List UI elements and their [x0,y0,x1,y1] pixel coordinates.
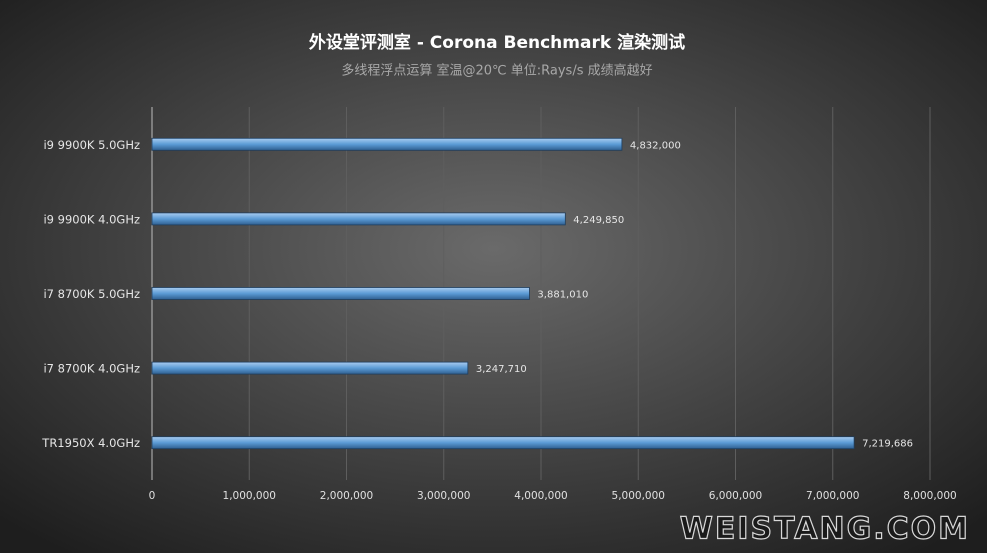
bar [151,436,855,450]
bar [151,137,623,151]
x-tick-label: 2,000,000 [320,490,373,502]
y-tick-label: i9 9900K 5.0GHz [43,138,140,152]
x-tick-label: 6,000,000 [709,490,762,502]
y-tick-label: i7 8700K 4.0GHz [43,362,140,376]
chart-subtitle: 多线程浮点运算 室温@20℃ 单位:Rays/s 成绩高越好 [341,63,652,79]
x-tick-label: 7,000,000 [806,490,859,502]
data-label: 3,247,710 [476,364,527,375]
y-tick-label: TR1950X 4.0GHz [41,436,140,450]
x-tick-label: 1,000,000 [223,490,276,502]
x-tick-label: 5,000,000 [612,490,665,502]
data-label: 4,249,850 [573,215,624,226]
watermark: WEISTANG.COM [680,512,970,547]
x-tick-label: 3,000,000 [417,490,470,502]
bar [151,361,469,375]
chart-title: 外设堂评测室 - Corona Benchmark 渲染测试 [309,32,685,53]
data-label: 3,881,010 [537,290,588,301]
x-tick-label: 8,000,000 [903,490,956,502]
x-tick-label: 0 [149,490,156,502]
data-label: 4,832,000 [630,140,681,151]
bar [151,287,530,300]
y-tick-label: i9 9900K 4.0GHz [43,212,140,226]
y-tick-label: i7 8700K 5.0GHz [43,287,140,301]
bar [151,212,566,226]
x-tick-label: 4,000,000 [514,490,567,502]
data-label: 7,219,686 [862,439,913,450]
